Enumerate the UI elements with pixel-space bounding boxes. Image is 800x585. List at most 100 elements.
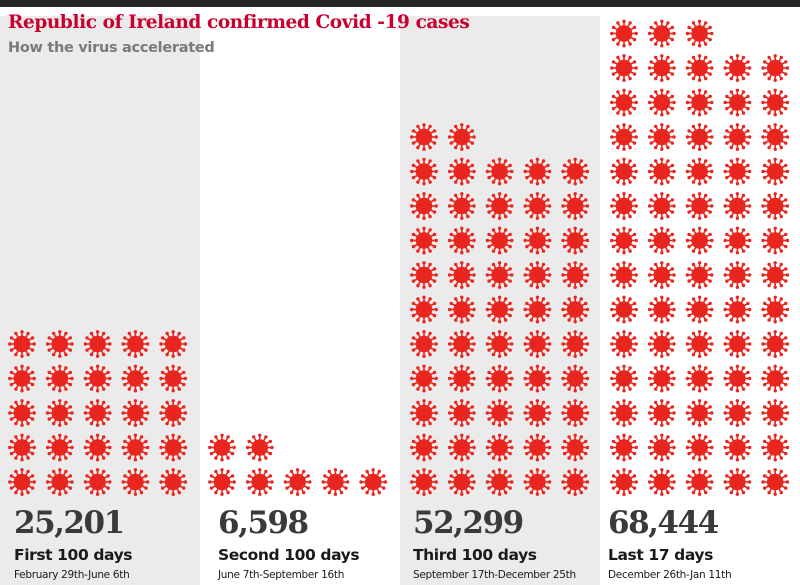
bar-third-100-days bbox=[409, 122, 590, 497]
virus-icon bbox=[684, 53, 715, 83]
virus-icon bbox=[409, 329, 439, 359]
virus-icon bbox=[409, 294, 439, 325]
virus-icon bbox=[484, 363, 515, 394]
virus-icon bbox=[647, 87, 677, 118]
virus-icon bbox=[760, 156, 790, 187]
virus-icon bbox=[82, 398, 113, 428]
virus-icon bbox=[82, 363, 113, 394]
virus-icon bbox=[158, 467, 188, 497]
virus-icon bbox=[7, 363, 37, 394]
virus-icon bbox=[760, 432, 790, 463]
virus-icon bbox=[647, 156, 677, 187]
virus-icon bbox=[722, 53, 753, 83]
virus-icon bbox=[484, 432, 515, 463]
virus-icon bbox=[560, 260, 590, 290]
virus-icon bbox=[722, 122, 753, 152]
virus-icon bbox=[722, 294, 753, 325]
virus-icon bbox=[722, 260, 753, 290]
virus-icon bbox=[522, 329, 553, 359]
virus-icon bbox=[684, 122, 715, 152]
virus-icon bbox=[560, 191, 590, 221]
value-label-second-100-days: 6,598 bbox=[218, 505, 309, 541]
virus-icon bbox=[158, 329, 188, 359]
virus-icon bbox=[409, 363, 439, 394]
virus-icon bbox=[484, 467, 515, 497]
virus-icon bbox=[647, 329, 677, 359]
virus-icon bbox=[484, 156, 515, 187]
virus-icon bbox=[409, 191, 439, 221]
virus-icon bbox=[647, 18, 677, 49]
virus-icon bbox=[522, 294, 553, 325]
virus-icon bbox=[409, 432, 439, 463]
virus-icon bbox=[609, 260, 639, 290]
virus-icon bbox=[722, 191, 753, 221]
virus-icon bbox=[447, 467, 477, 497]
virus-icon bbox=[647, 294, 677, 325]
virus-icon bbox=[760, 398, 790, 428]
virus-icon bbox=[45, 398, 75, 428]
virus-icon bbox=[684, 156, 715, 187]
virus-icon bbox=[120, 467, 151, 497]
virus-icon bbox=[609, 53, 639, 83]
virus-icon bbox=[560, 156, 590, 187]
virus-icon bbox=[282, 467, 313, 497]
virus-icon bbox=[609, 87, 639, 118]
virus-icon bbox=[120, 432, 151, 463]
virus-icon bbox=[120, 363, 151, 394]
virus-icon bbox=[684, 329, 715, 359]
virus-icon bbox=[560, 225, 590, 256]
virus-icon bbox=[120, 329, 151, 359]
virus-icon bbox=[120, 398, 151, 428]
virus-icon bbox=[522, 225, 553, 256]
bar-second-100-days bbox=[207, 432, 388, 497]
virus-icon bbox=[245, 432, 275, 463]
value-label-last-17-days: 68,444 bbox=[608, 505, 719, 541]
chart-title: Republic of Ireland confirmed Covid -19 … bbox=[8, 12, 470, 33]
virus-icon bbox=[447, 191, 477, 221]
virus-icon bbox=[760, 225, 790, 256]
virus-icon bbox=[760, 87, 790, 118]
virus-icon bbox=[7, 329, 37, 359]
virus-icon bbox=[684, 363, 715, 394]
category-label-third-100-days: Third 100 days bbox=[413, 546, 537, 564]
bar-last-17-days bbox=[609, 18, 790, 497]
virus-icon bbox=[609, 225, 639, 256]
virus-icon bbox=[484, 260, 515, 290]
virus-icon bbox=[45, 467, 75, 497]
virus-icon bbox=[447, 122, 477, 152]
virus-icon bbox=[484, 191, 515, 221]
virus-icon bbox=[684, 260, 715, 290]
virus-icon bbox=[647, 363, 677, 394]
virus-icon bbox=[82, 467, 113, 497]
virus-icon bbox=[484, 225, 515, 256]
virus-icon bbox=[447, 329, 477, 359]
virus-icon bbox=[409, 260, 439, 290]
virus-icon bbox=[7, 432, 37, 463]
virus-icon bbox=[609, 329, 639, 359]
virus-icon bbox=[722, 363, 753, 394]
virus-icon bbox=[684, 294, 715, 325]
virus-icon bbox=[82, 432, 113, 463]
category-label-second-100-days: Second 100 days bbox=[218, 546, 360, 564]
virus-icon bbox=[560, 363, 590, 394]
virus-icon bbox=[522, 156, 553, 187]
virus-icon bbox=[409, 122, 439, 152]
virus-icon bbox=[560, 294, 590, 325]
category-label-last-17-days: Last 17 days bbox=[608, 546, 713, 564]
panel-first-100-days bbox=[0, 16, 200, 585]
virus-icon bbox=[447, 156, 477, 187]
virus-icon bbox=[484, 329, 515, 359]
virus-icon bbox=[447, 225, 477, 256]
virus-icon bbox=[7, 467, 37, 497]
virus-icon bbox=[760, 329, 790, 359]
virus-icon bbox=[609, 467, 639, 497]
virus-icon bbox=[158, 398, 188, 428]
virus-icon bbox=[158, 363, 188, 394]
virus-icon bbox=[684, 398, 715, 428]
virus-icon bbox=[7, 398, 37, 428]
virus-icon bbox=[522, 432, 553, 463]
virus-icon bbox=[522, 363, 553, 394]
virus-icon bbox=[207, 467, 237, 497]
virus-icon bbox=[447, 294, 477, 325]
